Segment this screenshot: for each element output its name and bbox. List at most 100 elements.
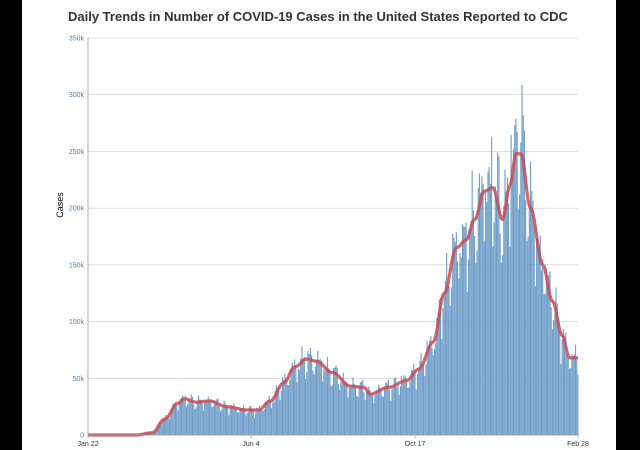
daily-case-bar xyxy=(328,368,330,435)
daily-case-bar xyxy=(343,381,346,435)
daily-case-bar xyxy=(274,390,276,435)
daily-case-bar xyxy=(374,395,376,435)
daily-case-bar xyxy=(240,409,242,435)
daily-case-bar xyxy=(227,407,229,435)
daily-case-bar xyxy=(538,245,540,435)
daily-case-bar xyxy=(551,329,553,435)
daily-case-bar xyxy=(262,410,264,435)
daily-case-bar xyxy=(309,347,312,435)
daily-case-bar xyxy=(509,246,511,435)
daily-case-bar xyxy=(401,375,403,435)
daily-case-bar xyxy=(329,369,331,435)
daily-case-bar xyxy=(219,411,222,435)
daily-case-bar xyxy=(193,404,195,435)
daily-case-bar xyxy=(403,375,405,435)
y-tick-label: 300k xyxy=(69,92,85,99)
daily-case-bar xyxy=(477,187,479,435)
daily-case-bar xyxy=(466,292,468,435)
daily-case-bar xyxy=(373,403,375,435)
daily-case-bar xyxy=(230,405,232,435)
daily-case-bar xyxy=(380,390,382,435)
daily-case-bar xyxy=(196,401,198,435)
daily-case-bar xyxy=(165,415,167,435)
daily-case-bar xyxy=(533,228,535,435)
daily-case-bar xyxy=(475,263,477,435)
daily-case-bar xyxy=(303,356,305,435)
daily-case-bar xyxy=(532,201,534,435)
daily-case-bar xyxy=(190,394,192,435)
daily-case-bar xyxy=(464,226,466,435)
daily-case-bar xyxy=(362,380,364,435)
daily-case-bar xyxy=(233,403,235,435)
daily-case-bar xyxy=(217,398,219,435)
daily-case-bar xyxy=(323,368,325,435)
daily-case-bar xyxy=(256,407,258,435)
daily-case-bar xyxy=(416,374,419,435)
y-tick-label: 150k xyxy=(69,262,85,269)
daily-case-bar xyxy=(210,399,212,435)
daily-case-bar xyxy=(414,371,416,435)
daily-case-bar xyxy=(300,358,302,435)
daily-case-bar xyxy=(204,401,206,435)
daily-case-bar xyxy=(438,299,440,435)
daily-case-bar xyxy=(537,238,539,435)
daily-case-bar xyxy=(228,415,230,435)
daily-case-bar xyxy=(495,197,498,435)
daily-case-bar xyxy=(386,382,388,435)
daily-case-bar xyxy=(244,410,246,435)
daily-case-bar xyxy=(424,375,426,435)
daily-case-bar xyxy=(345,384,347,435)
daily-case-bar xyxy=(529,161,532,435)
daily-case-bar xyxy=(415,389,417,435)
daily-case-bar xyxy=(419,360,421,435)
daily-case-bar xyxy=(447,284,449,435)
daily-case-bar xyxy=(433,349,436,435)
daily-case-bar xyxy=(564,337,566,435)
daily-case-bar xyxy=(301,346,303,435)
y-tick-label: 200k xyxy=(69,206,85,213)
daily-case-bar xyxy=(446,252,448,435)
daily-case-bar xyxy=(322,381,324,435)
daily-case-bar xyxy=(198,395,200,435)
daily-case-bar xyxy=(520,142,522,435)
daily-case-bar xyxy=(245,415,247,435)
daily-case-bar xyxy=(449,305,451,435)
daily-case-bar xyxy=(453,237,455,435)
daily-case-bar xyxy=(364,399,366,435)
daily-case-bar xyxy=(521,85,523,435)
daily-case-bar xyxy=(549,271,551,435)
y-tick-label: 350k xyxy=(69,36,85,43)
daily-case-bar xyxy=(305,378,307,435)
daily-case-bar xyxy=(163,418,166,435)
daily-case-bar xyxy=(572,355,574,435)
daily-case-bar xyxy=(296,381,298,435)
daily-case-bar xyxy=(360,381,363,435)
daily-case-bar xyxy=(562,329,564,435)
daily-case-bar xyxy=(487,171,489,436)
daily-case-bar xyxy=(283,379,285,435)
daily-case-bar xyxy=(187,404,189,435)
daily-case-bar xyxy=(356,395,358,435)
daily-case-bar xyxy=(560,364,562,435)
daily-case-bar xyxy=(318,362,320,435)
daily-case-bar xyxy=(268,395,270,435)
daily-case-bar xyxy=(481,176,483,436)
y-tick-label: 250k xyxy=(69,149,85,156)
daily-case-bar xyxy=(539,235,541,435)
daily-case-bar xyxy=(260,409,262,435)
daily-case-bar xyxy=(494,186,496,435)
daily-case-bar xyxy=(573,354,575,435)
daily-case-bar xyxy=(319,358,321,435)
daily-case-bar xyxy=(425,364,427,435)
daily-case-bar xyxy=(531,191,533,435)
daily-case-bar xyxy=(289,379,291,435)
daily-case-bar xyxy=(263,409,265,435)
daily-case-bar xyxy=(368,386,370,435)
daily-case-bar xyxy=(250,406,252,435)
daily-case-bar xyxy=(307,351,309,435)
daily-case-bar xyxy=(216,399,218,435)
daily-case-bar xyxy=(444,281,446,435)
daily-case-bar xyxy=(525,200,527,435)
daily-case-bar xyxy=(375,389,377,435)
daily-case-bar xyxy=(565,332,567,435)
